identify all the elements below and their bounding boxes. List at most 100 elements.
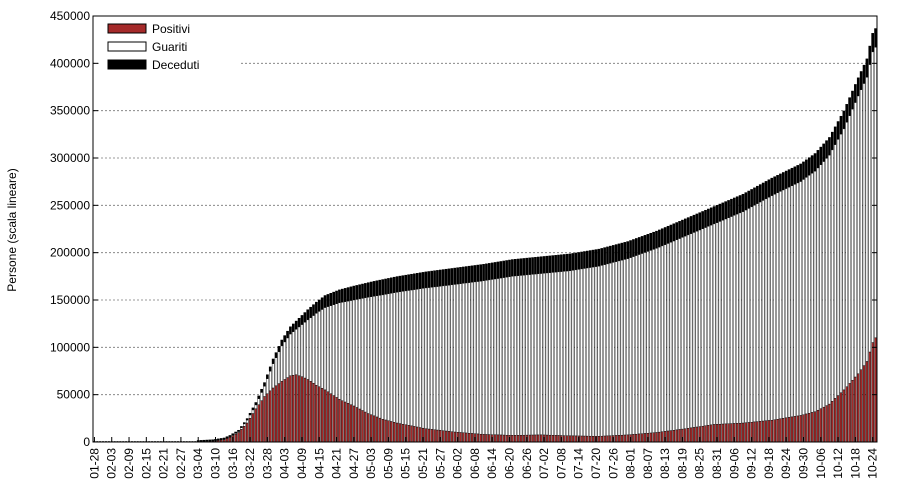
bar-deceduti	[805, 159, 808, 178]
bar-guariti	[761, 200, 765, 422]
bar-positivi	[554, 435, 557, 443]
x-tick-label: 04-15	[312, 448, 326, 479]
bar-positivi	[364, 411, 367, 443]
bar-guariti	[465, 282, 468, 434]
bar-positivi	[378, 417, 382, 443]
bar-positivi	[367, 413, 370, 443]
bar-deceduti	[389, 277, 393, 294]
bar-positivi	[658, 431, 661, 443]
bar-guariti	[361, 298, 364, 411]
x-tick-label: 04-09	[295, 448, 309, 479]
bar-deceduti	[352, 285, 356, 300]
bar-guariti	[450, 284, 454, 432]
bar-deceduti	[228, 435, 232, 437]
bar-positivi	[416, 426, 419, 443]
bar-guariti	[367, 297, 370, 414]
bar-deceduti	[436, 270, 439, 287]
bar-positivi	[779, 418, 782, 443]
bar-guariti	[865, 77, 869, 362]
x-tick-label: 09-18	[762, 448, 776, 479]
bar-positivi	[300, 376, 304, 443]
bar-guariti	[355, 299, 358, 408]
bar-deceduti	[825, 140, 828, 159]
bar-guariti	[678, 238, 681, 430]
bar-guariti	[378, 295, 382, 419]
bar-positivi	[603, 435, 606, 443]
bar-positivi	[266, 393, 269, 443]
bar-guariti	[721, 220, 725, 425]
bar-deceduti	[851, 90, 854, 110]
x-tick-label: 07-20	[589, 448, 603, 479]
x-tick-label: 05-27	[433, 448, 447, 479]
bar-guariti	[635, 255, 638, 435]
bar-guariti	[312, 315, 315, 384]
bar-positivi	[537, 434, 540, 443]
bar-deceduti	[384, 278, 387, 295]
bar-deceduti	[240, 426, 243, 428]
bar-deceduti	[571, 253, 575, 271]
bar-deceduti	[666, 225, 670, 244]
bar-guariti	[652, 249, 655, 433]
bar-positivi	[485, 434, 488, 443]
bar-guariti	[528, 274, 531, 436]
bar-positivi	[392, 422, 396, 443]
legend-label-guariti: Guariti	[152, 40, 187, 54]
bar-positivi	[384, 419, 387, 443]
bar-positivi	[240, 429, 243, 443]
bar-guariti	[770, 195, 774, 421]
bar-guariti	[793, 184, 797, 417]
bar-deceduti	[490, 262, 494, 280]
bar-guariti	[868, 64, 872, 353]
y-tick-label: 0	[83, 435, 90, 449]
bar-deceduti	[271, 358, 275, 364]
bar-guariti	[243, 423, 246, 427]
bar-guariti	[574, 269, 578, 437]
bar-deceduti	[485, 263, 488, 281]
bar-positivi	[341, 400, 344, 443]
bar-deceduti	[807, 157, 811, 176]
x-tick-label: 03-04	[191, 448, 205, 479]
bar-guariti	[704, 227, 707, 426]
bar-guariti	[776, 192, 779, 420]
bar-guariti	[297, 326, 301, 376]
bar-positivi	[493, 434, 497, 443]
bar-guariti	[577, 269, 580, 437]
x-tick-label: 05-15	[399, 448, 413, 479]
bar-positivi	[759, 421, 762, 443]
bar-deceduti	[462, 266, 465, 284]
bar-positivi	[522, 434, 526, 443]
bar-positivi	[441, 430, 445, 443]
bar-guariti	[430, 287, 433, 430]
bar-deceduti	[842, 110, 846, 129]
bar-deceduti	[756, 185, 759, 204]
bar-positivi	[862, 365, 866, 443]
bar-positivi	[280, 381, 284, 443]
bar-positivi	[724, 423, 727, 443]
bar-positivi	[516, 435, 520, 443]
bar-deceduti	[456, 267, 459, 285]
bar-deceduti	[375, 280, 379, 296]
bar-positivi	[833, 398, 837, 443]
bar-deceduti	[758, 184, 762, 203]
bar-positivi	[718, 424, 722, 443]
bar-positivi	[263, 396, 266, 443]
bar-guariti	[364, 297, 367, 413]
bar-positivi	[738, 423, 742, 443]
bar-positivi	[773, 419, 776, 443]
bar-guariti	[563, 271, 566, 436]
bar-positivi	[539, 434, 543, 443]
bar-guariti	[854, 102, 857, 378]
bar-positivi	[810, 412, 814, 443]
bar-deceduti	[813, 153, 817, 172]
bar-positivi	[269, 390, 272, 443]
bar-deceduti	[493, 262, 497, 279]
bar-positivi	[349, 404, 353, 443]
bar-deceduti	[799, 163, 802, 182]
bar-guariti	[727, 217, 730, 424]
bar-guariti	[505, 276, 508, 436]
bar-deceduti	[871, 33, 875, 52]
bar-guariti	[343, 301, 347, 403]
bar-positivi	[747, 422, 750, 443]
y-axis: 0 50000 100000 150000 200000 250000 300000 3500…	[50, 9, 877, 449]
x-tick-label: 08-07	[641, 448, 655, 479]
